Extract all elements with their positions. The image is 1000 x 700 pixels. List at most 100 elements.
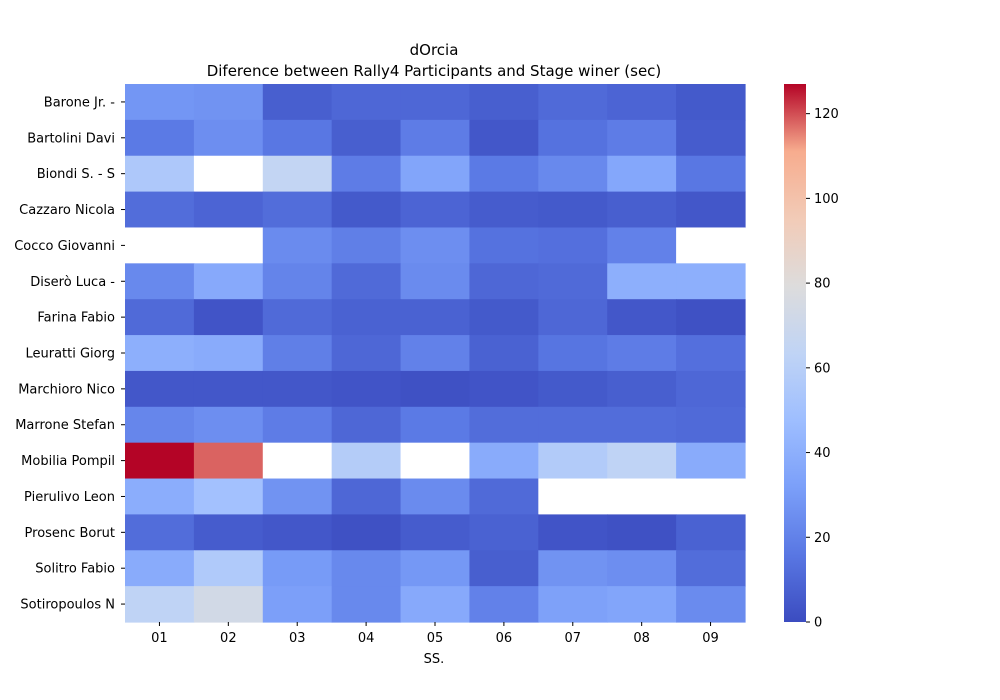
heatmap-cell: [400, 442, 471, 480]
heatmap-cell: [538, 227, 608, 264]
colorbar: [784, 84, 806, 622]
heatmap-cell: [262, 370, 333, 408]
heatmap-cell: [125, 335, 195, 372]
heatmap-cell: [607, 550, 677, 587]
heatmap-cell: [538, 514, 608, 551]
heatmap-cell: [193, 550, 264, 587]
heatmap-cell: [262, 299, 333, 336]
row-label: Marrone Stefan: [15, 418, 115, 433]
heatmap-cell: [125, 514, 195, 551]
heatmap-cell: [469, 514, 539, 551]
column-label: 09: [702, 631, 719, 646]
heatmap-cell: [607, 263, 677, 300]
heatmap-cell: [331, 550, 402, 587]
heatmap-cell: [676, 370, 746, 408]
heatmap-cell: [469, 119, 539, 157]
heatmap-cell: [538, 155, 608, 193]
heatmap-cell: [676, 442, 746, 480]
heatmap-cell: [125, 263, 195, 300]
heatmap-cell: [125, 586, 195, 623]
heatmap-cell: [331, 227, 402, 264]
heatmap-cell: [400, 84, 471, 121]
heatmap-cell: [400, 586, 471, 623]
row-label: Diserò Luca -: [30, 275, 115, 290]
heatmap-cell: [607, 119, 677, 157]
column-label: 06: [496, 631, 513, 646]
heatmap-cell: [262, 84, 333, 121]
heatmap-cell: [538, 191, 608, 229]
heatmap-cell: [125, 550, 195, 587]
heatmap-cell: [193, 263, 264, 300]
heatmap-cell: [676, 119, 746, 157]
row-labels: Barone Jr. - Bartolini Davi Biondi S. - S C…: [14, 95, 125, 613]
colorbar-tick-label: 100: [814, 192, 839, 207]
heatmap-cell: [125, 406, 195, 444]
colorbar-tick-label: 40: [814, 446, 831, 461]
colorbar-tick-label: 60: [814, 361, 831, 376]
row-label: Cazzaro Nicola: [19, 203, 115, 218]
heatmap-cell: [331, 335, 402, 372]
column-label: 08: [633, 631, 650, 646]
row-label: Solitro Fabio: [35, 562, 115, 577]
heatmap-cell: [538, 586, 608, 623]
heatmap-cell: [262, 514, 333, 551]
heatmap-cell: [400, 478, 471, 515]
heatmap-cell: [193, 227, 264, 264]
heatmap-cell: [469, 370, 539, 408]
heatmap-cell: [469, 155, 539, 193]
row-label: Biondi S. - S: [37, 167, 115, 182]
column-labels: 01 02 03 04 05 06 07 08 09: [151, 622, 719, 646]
column-label: 02: [220, 631, 237, 646]
row-label: Mobilia Pompil: [21, 454, 115, 469]
heatmap-cell: [607, 227, 677, 264]
heatmap-cell: [331, 119, 402, 157]
row-label: Leuratti Giorg: [25, 347, 115, 362]
heatmap-cell: [193, 119, 264, 157]
heatmap-cell: [400, 335, 471, 372]
heatmap-cell: [331, 370, 402, 408]
heatmap-cell: [607, 191, 677, 229]
heatmap-cell: [262, 263, 333, 300]
heatmap-cell: [331, 299, 402, 336]
heatmap-cell: [538, 442, 608, 480]
heatmap-cell: [331, 442, 402, 480]
heatmap-cell: [193, 514, 264, 551]
heatmap-cell: [193, 370, 264, 408]
row-label: Sotiropoulos N: [20, 598, 115, 613]
heatmap-cell: [469, 227, 539, 264]
heatmap-cell: [469, 84, 539, 121]
heatmap-cell: [193, 478, 264, 515]
heatmap-cell: [607, 155, 677, 193]
row-label: Cocco Giovanni: [14, 239, 115, 254]
heatmap-cell: [400, 119, 471, 157]
chart-subtitle: Diference between Rally4 Participants an…: [207, 62, 662, 80]
heatmap-cell: [538, 478, 608, 515]
heatmap-cell: [193, 84, 264, 121]
heatmap-cell: [125, 442, 195, 480]
heatmap-cell: [607, 84, 677, 121]
heatmap-cell: [125, 370, 195, 408]
heatmap-cell: [125, 119, 195, 157]
heatmap-cell: [331, 586, 402, 623]
heatmap-cell: [469, 586, 539, 623]
colorbar-tick-label: 0: [814, 616, 822, 631]
heatmap-cell: [607, 514, 677, 551]
heatmap-cell: [538, 299, 608, 336]
colorbar-tick-label: 80: [814, 277, 831, 292]
colorbar-ticks: 0 20 40 60 80 100 120: [806, 107, 839, 631]
heatmap-cell: [262, 191, 333, 229]
heatmap-cell: [262, 119, 333, 157]
heatmap-cells: [125, 84, 746, 623]
heatmap-cell: [400, 299, 471, 336]
heatmap-cell: [331, 478, 402, 515]
heatmap-cell: [262, 406, 333, 444]
heatmap-cell: [262, 442, 333, 480]
heatmap-cell: [469, 191, 539, 229]
heatmap-cell: [676, 191, 746, 229]
column-label: 03: [289, 631, 306, 646]
column-label: 01: [151, 631, 168, 646]
heatmap-cell: [469, 263, 539, 300]
heatmap-cell: [400, 227, 471, 264]
heatmap-cell: [125, 84, 195, 121]
heatmap-cell: [676, 550, 746, 587]
